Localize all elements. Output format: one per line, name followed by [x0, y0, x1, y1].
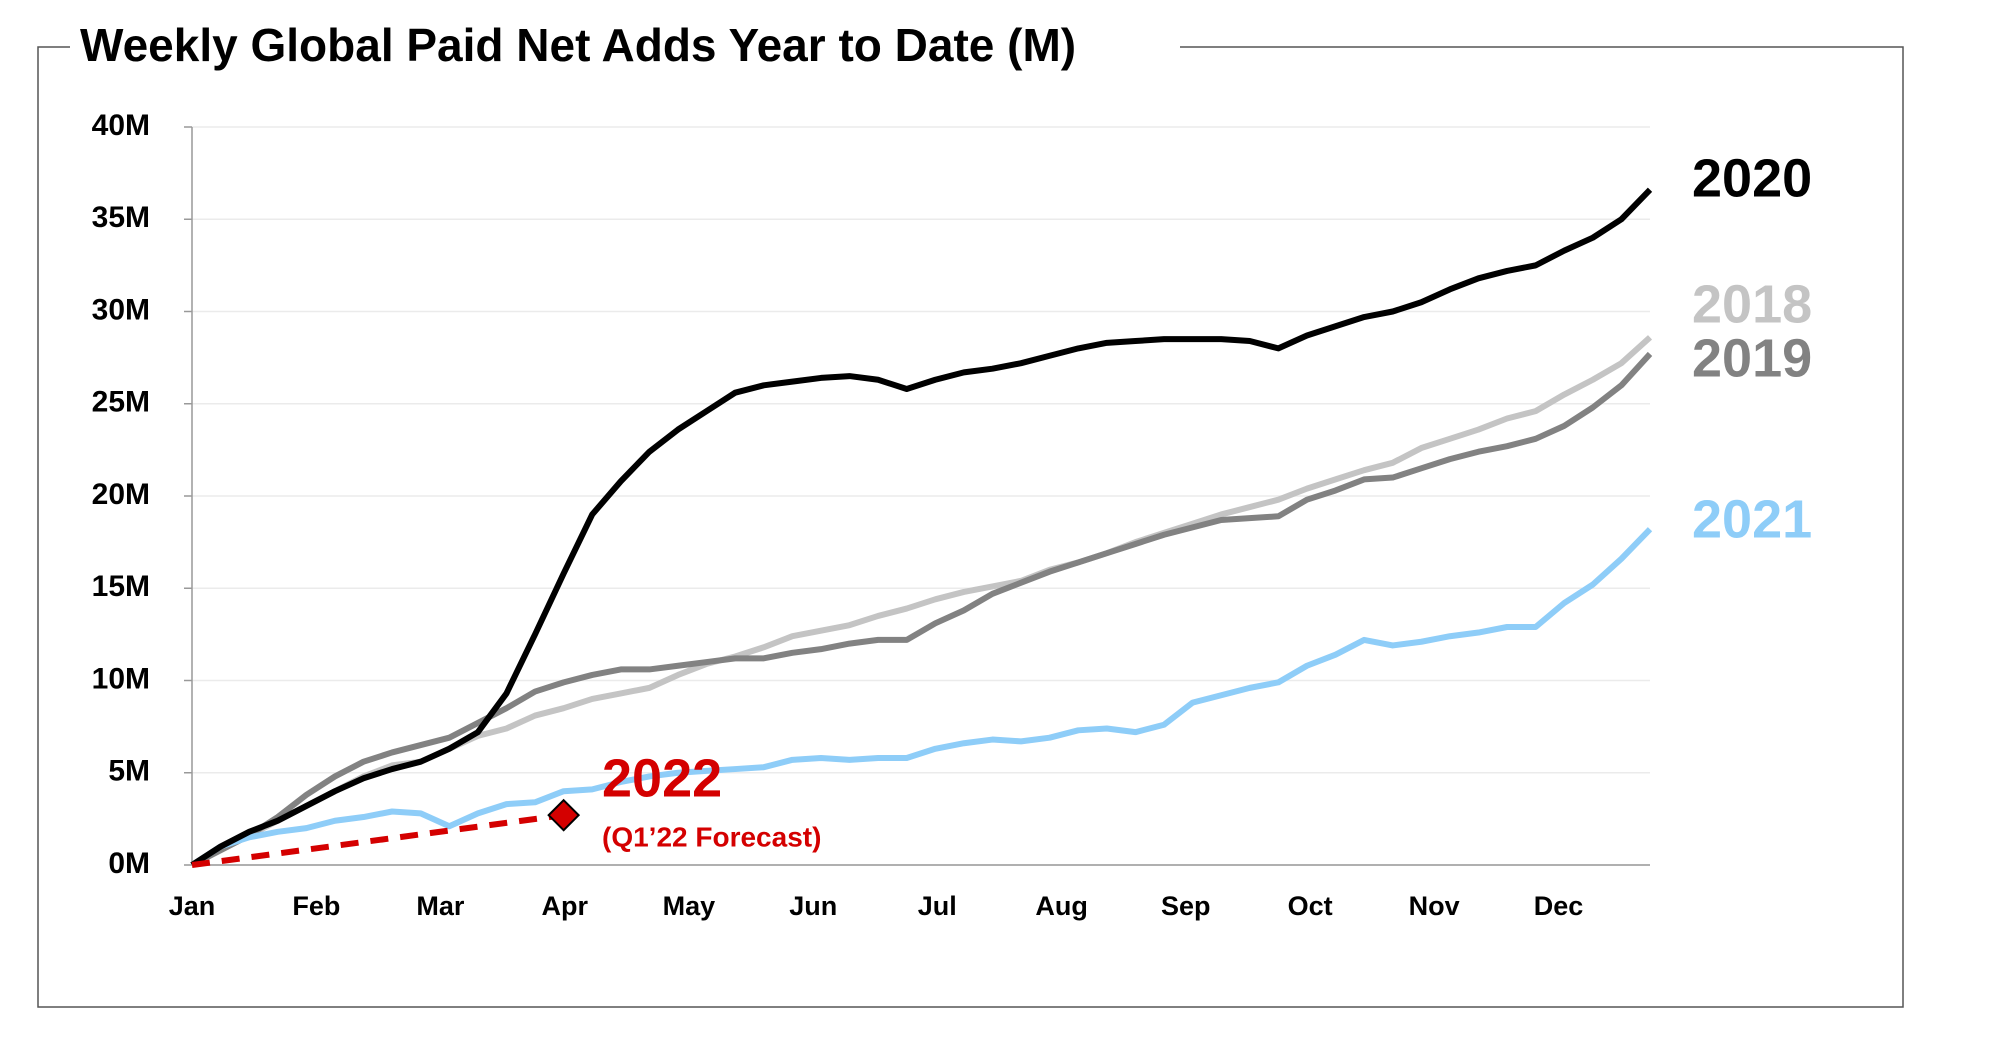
y-tick-label: 30M	[92, 293, 150, 326]
series-label: 2018	[1692, 274, 1812, 334]
chart-title: Weekly Global Paid Net Adds Year to Date…	[80, 19, 1076, 71]
y-tick-label: 0M	[108, 847, 150, 880]
y-tick-label: 40M	[92, 109, 150, 142]
series-label: 2021	[1692, 489, 1812, 549]
x-tick-label: Oct	[1288, 891, 1333, 921]
series-line	[190, 187, 1653, 868]
x-tick-label: Dec	[1534, 891, 1584, 921]
x-tick-label: Jun	[789, 891, 837, 921]
y-tick-label: 5M	[108, 755, 150, 788]
x-tick-label: Apr	[542, 891, 589, 921]
x-tick-label: Jul	[918, 891, 957, 921]
y-tick-label: 15M	[92, 570, 150, 603]
forecast-marker	[547, 798, 581, 832]
series-line	[190, 335, 1653, 868]
y-tick-label: 10M	[92, 662, 150, 695]
x-tick-label: Mar	[416, 891, 465, 921]
series-line	[191, 812, 565, 868]
y-tick-label: 25M	[92, 386, 150, 419]
x-tick-label: Aug	[1035, 891, 1087, 921]
series-line	[190, 351, 1653, 868]
chart-frame	[37, 46, 1904, 1008]
x-tick-label: Jan	[169, 891, 216, 921]
x-tick-label: Feb	[292, 891, 340, 921]
series-label: 2020	[1692, 148, 1812, 208]
x-tick-label: Sep	[1161, 891, 1211, 921]
x-tick-label: May	[663, 891, 716, 921]
series-label: 2019	[1692, 328, 1812, 388]
series-annotation: (Q1’22 Forecast)	[602, 821, 821, 852]
series-label: 2022	[602, 748, 722, 808]
title-backdrop	[70, 20, 1180, 76]
series-line	[190, 527, 1653, 868]
x-tick-label: Nov	[1409, 891, 1460, 921]
y-tick-label: 20M	[92, 478, 150, 511]
y-tick-label: 35M	[92, 201, 150, 234]
